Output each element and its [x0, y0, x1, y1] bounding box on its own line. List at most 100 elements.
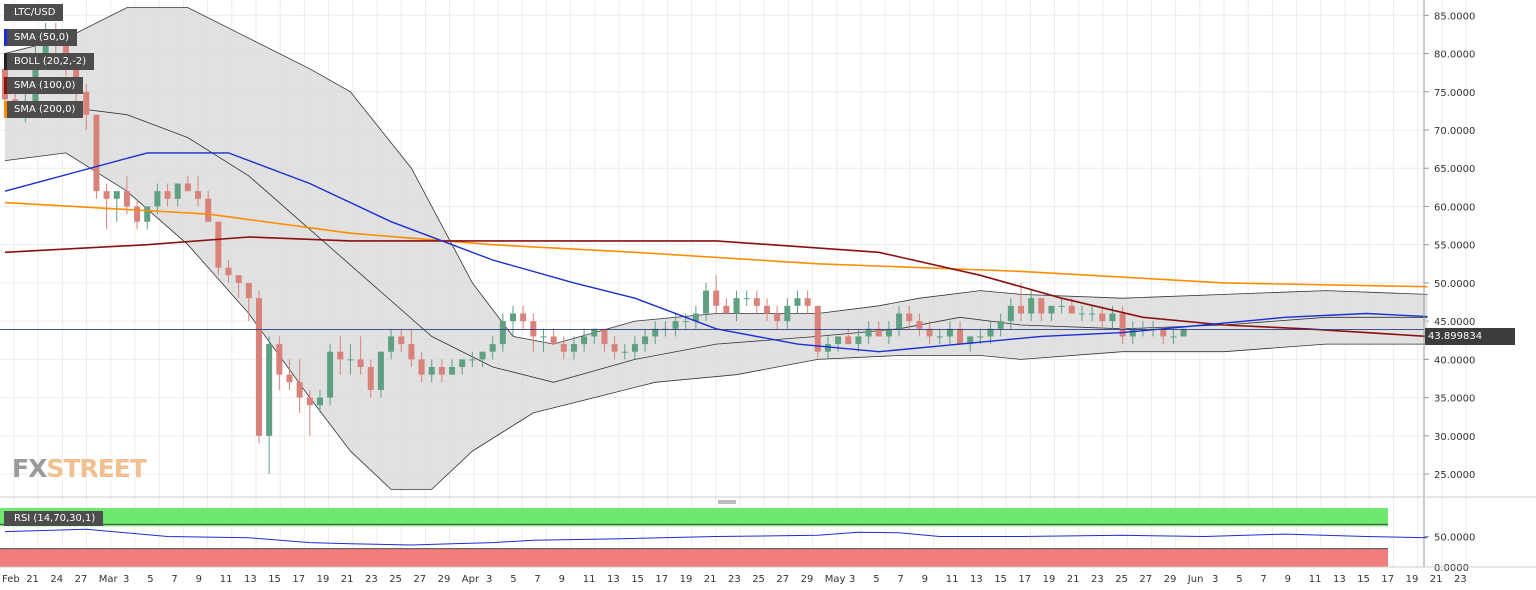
x-tick-label: 19 — [1406, 574, 1419, 585]
x-tick-label: 11 — [946, 574, 959, 585]
legend-sma200[interactable]: SMA (200,0) — [4, 101, 84, 118]
x-tick-label: Mar — [99, 574, 119, 585]
fxstreet-watermark: FXSTREET — [12, 454, 147, 483]
candle-body — [855, 336, 862, 345]
candle-body — [652, 328, 659, 337]
candle-body — [885, 328, 892, 337]
candle-body — [1119, 313, 1126, 337]
x-tick-label: 3 — [849, 574, 855, 585]
candle-body — [560, 344, 567, 352]
candle-body — [489, 344, 496, 352]
candle-body — [1038, 298, 1045, 314]
candle-body — [408, 344, 415, 360]
candle-body — [296, 382, 303, 398]
candle-body — [306, 397, 313, 406]
legend-sma50[interactable]: SMA (50,0) — [4, 29, 78, 46]
legend-sma100[interactable]: SMA (100,0) — [4, 77, 84, 94]
x-tick-label: 5 — [147, 574, 153, 585]
candle-body — [977, 336, 984, 338]
candle-body — [113, 191, 120, 199]
candle-body — [1018, 305, 1024, 314]
candle-body — [743, 298, 750, 300]
candle-body — [337, 351, 344, 360]
candle-body — [418, 359, 425, 375]
y-tick-label: 30.0000 — [1434, 432, 1475, 443]
candle-body — [520, 313, 527, 322]
candle-body — [154, 191, 161, 207]
candle-body — [215, 221, 222, 268]
x-tick-label: 17 — [1018, 574, 1031, 585]
candle-body — [672, 321, 679, 329]
x-tick-label: 19 — [680, 574, 693, 585]
candle-body — [42, 38, 49, 62]
candle-body — [388, 336, 395, 352]
x-tick-label: 11 — [220, 574, 233, 585]
candle-body — [123, 191, 130, 207]
candle-body — [703, 290, 710, 314]
candle-body — [946, 328, 953, 337]
candle-body — [398, 336, 405, 345]
candle-body — [530, 321, 537, 337]
candle-body — [713, 290, 720, 306]
y-tick-label: 55.0000 — [1434, 241, 1475, 252]
rsi-y-tick-label: 50.0000 — [1434, 533, 1475, 544]
candle-body — [692, 313, 699, 322]
x-tick-label: 9 — [559, 574, 565, 585]
x-tick-label: 23 — [1091, 574, 1104, 585]
candle-body — [764, 305, 770, 314]
candle-body — [997, 321, 1004, 329]
candle-body — [256, 298, 262, 436]
candle-body — [794, 298, 801, 306]
legend-boll[interactable]: BOLL (20,2,-2) — [4, 53, 95, 70]
legend-sma100-swatch — [4, 77, 7, 94]
candle-body — [896, 313, 903, 329]
y-tick-label: 45.0000 — [1434, 317, 1475, 328]
x-tick-label: 5 — [873, 574, 879, 585]
candle-body — [581, 336, 588, 345]
candle-body — [225, 267, 232, 276]
sma100-line — [4, 236, 1428, 338]
x-tick-label: 13 — [1333, 574, 1346, 585]
x-tick-label: Jun — [1187, 574, 1204, 585]
candle-body — [1048, 305, 1055, 314]
candle-body — [916, 321, 923, 329]
candle-body — [103, 191, 110, 199]
candle-body — [134, 206, 141, 222]
candle-body — [774, 313, 781, 322]
candle-body — [957, 328, 964, 345]
x-tick-label: 23 — [365, 574, 378, 585]
y-tick-label: 65.0000 — [1434, 164, 1475, 175]
candle-body — [174, 183, 181, 199]
candle-body — [83, 91, 90, 115]
candle-body — [835, 336, 842, 345]
y-tick-label: 35.0000 — [1434, 394, 1475, 405]
candle-body — [428, 367, 435, 375]
x-tick-label: 21 — [1067, 574, 1080, 585]
candle-body — [1170, 336, 1177, 338]
candle-body — [164, 191, 171, 199]
x-tick-label: 3 — [1212, 574, 1218, 585]
candle-body — [276, 344, 283, 375]
candle-body — [824, 344, 831, 352]
candle-body — [601, 328, 608, 345]
x-tick-label: 9 — [1285, 574, 1291, 585]
candle-body — [1109, 313, 1116, 322]
x-tick-label: 17 — [1381, 574, 1394, 585]
y-tick-label: 85.0000 — [1434, 11, 1475, 22]
rsi-overbought-zone — [0, 508, 1388, 527]
x-tick-label: 15 — [994, 574, 1007, 585]
candle-body — [469, 359, 476, 361]
candle-body — [875, 328, 882, 337]
legend-boll-swatch — [4, 53, 7, 70]
candle-body — [926, 328, 933, 337]
x-tick-label: 25 — [389, 574, 402, 585]
candle-body — [184, 183, 191, 192]
legend-sma100-label: SMA (100,0) — [14, 80, 76, 91]
candle-body — [510, 313, 516, 322]
candle-body — [550, 336, 557, 345]
candle-body — [479, 351, 486, 360]
x-tick-label: 5 — [1236, 574, 1242, 585]
rsi-line — [4, 528, 1428, 546]
